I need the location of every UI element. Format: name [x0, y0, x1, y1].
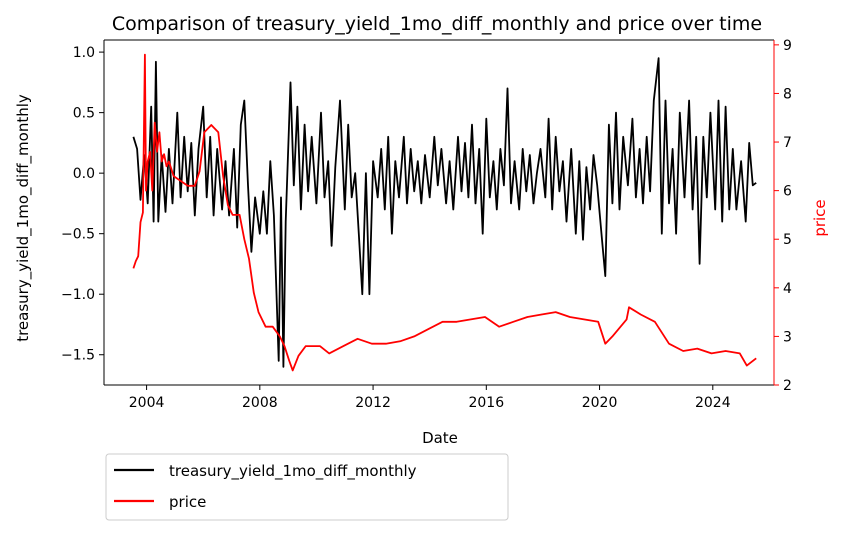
y-axis-left-label: treasury_yield_1mo_diff_monthly: [14, 94, 33, 342]
x-tick-label: 2012: [355, 395, 391, 411]
axes-layer: 2004 2008 2012 2016 2020 2024 −1.5 −1.0 −0.5 0.0 0…: [61, 38, 792, 411]
y-right-tick-label: 3: [783, 329, 792, 345]
y-right-tick-label: 7: [783, 135, 792, 151]
y-left-tick-label: −1.0: [61, 287, 95, 303]
x-tick-label: 2016: [468, 395, 504, 411]
series-line-price: [132, 53, 757, 372]
x-tick-label: 2004: [129, 395, 165, 411]
x-tick-label: 2024: [695, 395, 731, 411]
x-tick-label: 2020: [582, 395, 618, 411]
y-right-tick-label: 2: [783, 378, 792, 394]
y-right-tick-label: 6: [783, 184, 792, 200]
y-left-tick-label: −0.5: [61, 227, 95, 243]
chart-title: Comparison of treasury_yield_1mo_diff_mo…: [112, 13, 762, 35]
y-left-tick-label: 1.0: [73, 45, 95, 61]
x-axis-label: Date: [422, 429, 458, 447]
y-right-tick-label: 8: [783, 86, 792, 102]
legend-label-treasury: treasury_yield_1mo_diff_monthly: [169, 462, 417, 481]
y-left-tick-label: 0.0: [73, 166, 95, 182]
y-left-tick-label: 0.5: [73, 106, 95, 122]
y-right-tick-label: 4: [783, 281, 792, 297]
series-line-treasury: [132, 57, 757, 368]
x-tick-label: 2008: [242, 395, 278, 411]
y-right-tick-label: 9: [783, 38, 792, 54]
legend-box: [105, 453, 509, 521]
y-right-tick-label: 5: [783, 232, 792, 248]
y-axis-right-label: price: [811, 199, 829, 236]
legend: treasury_yield_1mo_diff_monthly price: [105, 453, 509, 521]
legend-label-price: price: [169, 493, 206, 511]
series-layer: [132, 53, 757, 372]
y-left-tick-label: −1.5: [61, 348, 95, 364]
